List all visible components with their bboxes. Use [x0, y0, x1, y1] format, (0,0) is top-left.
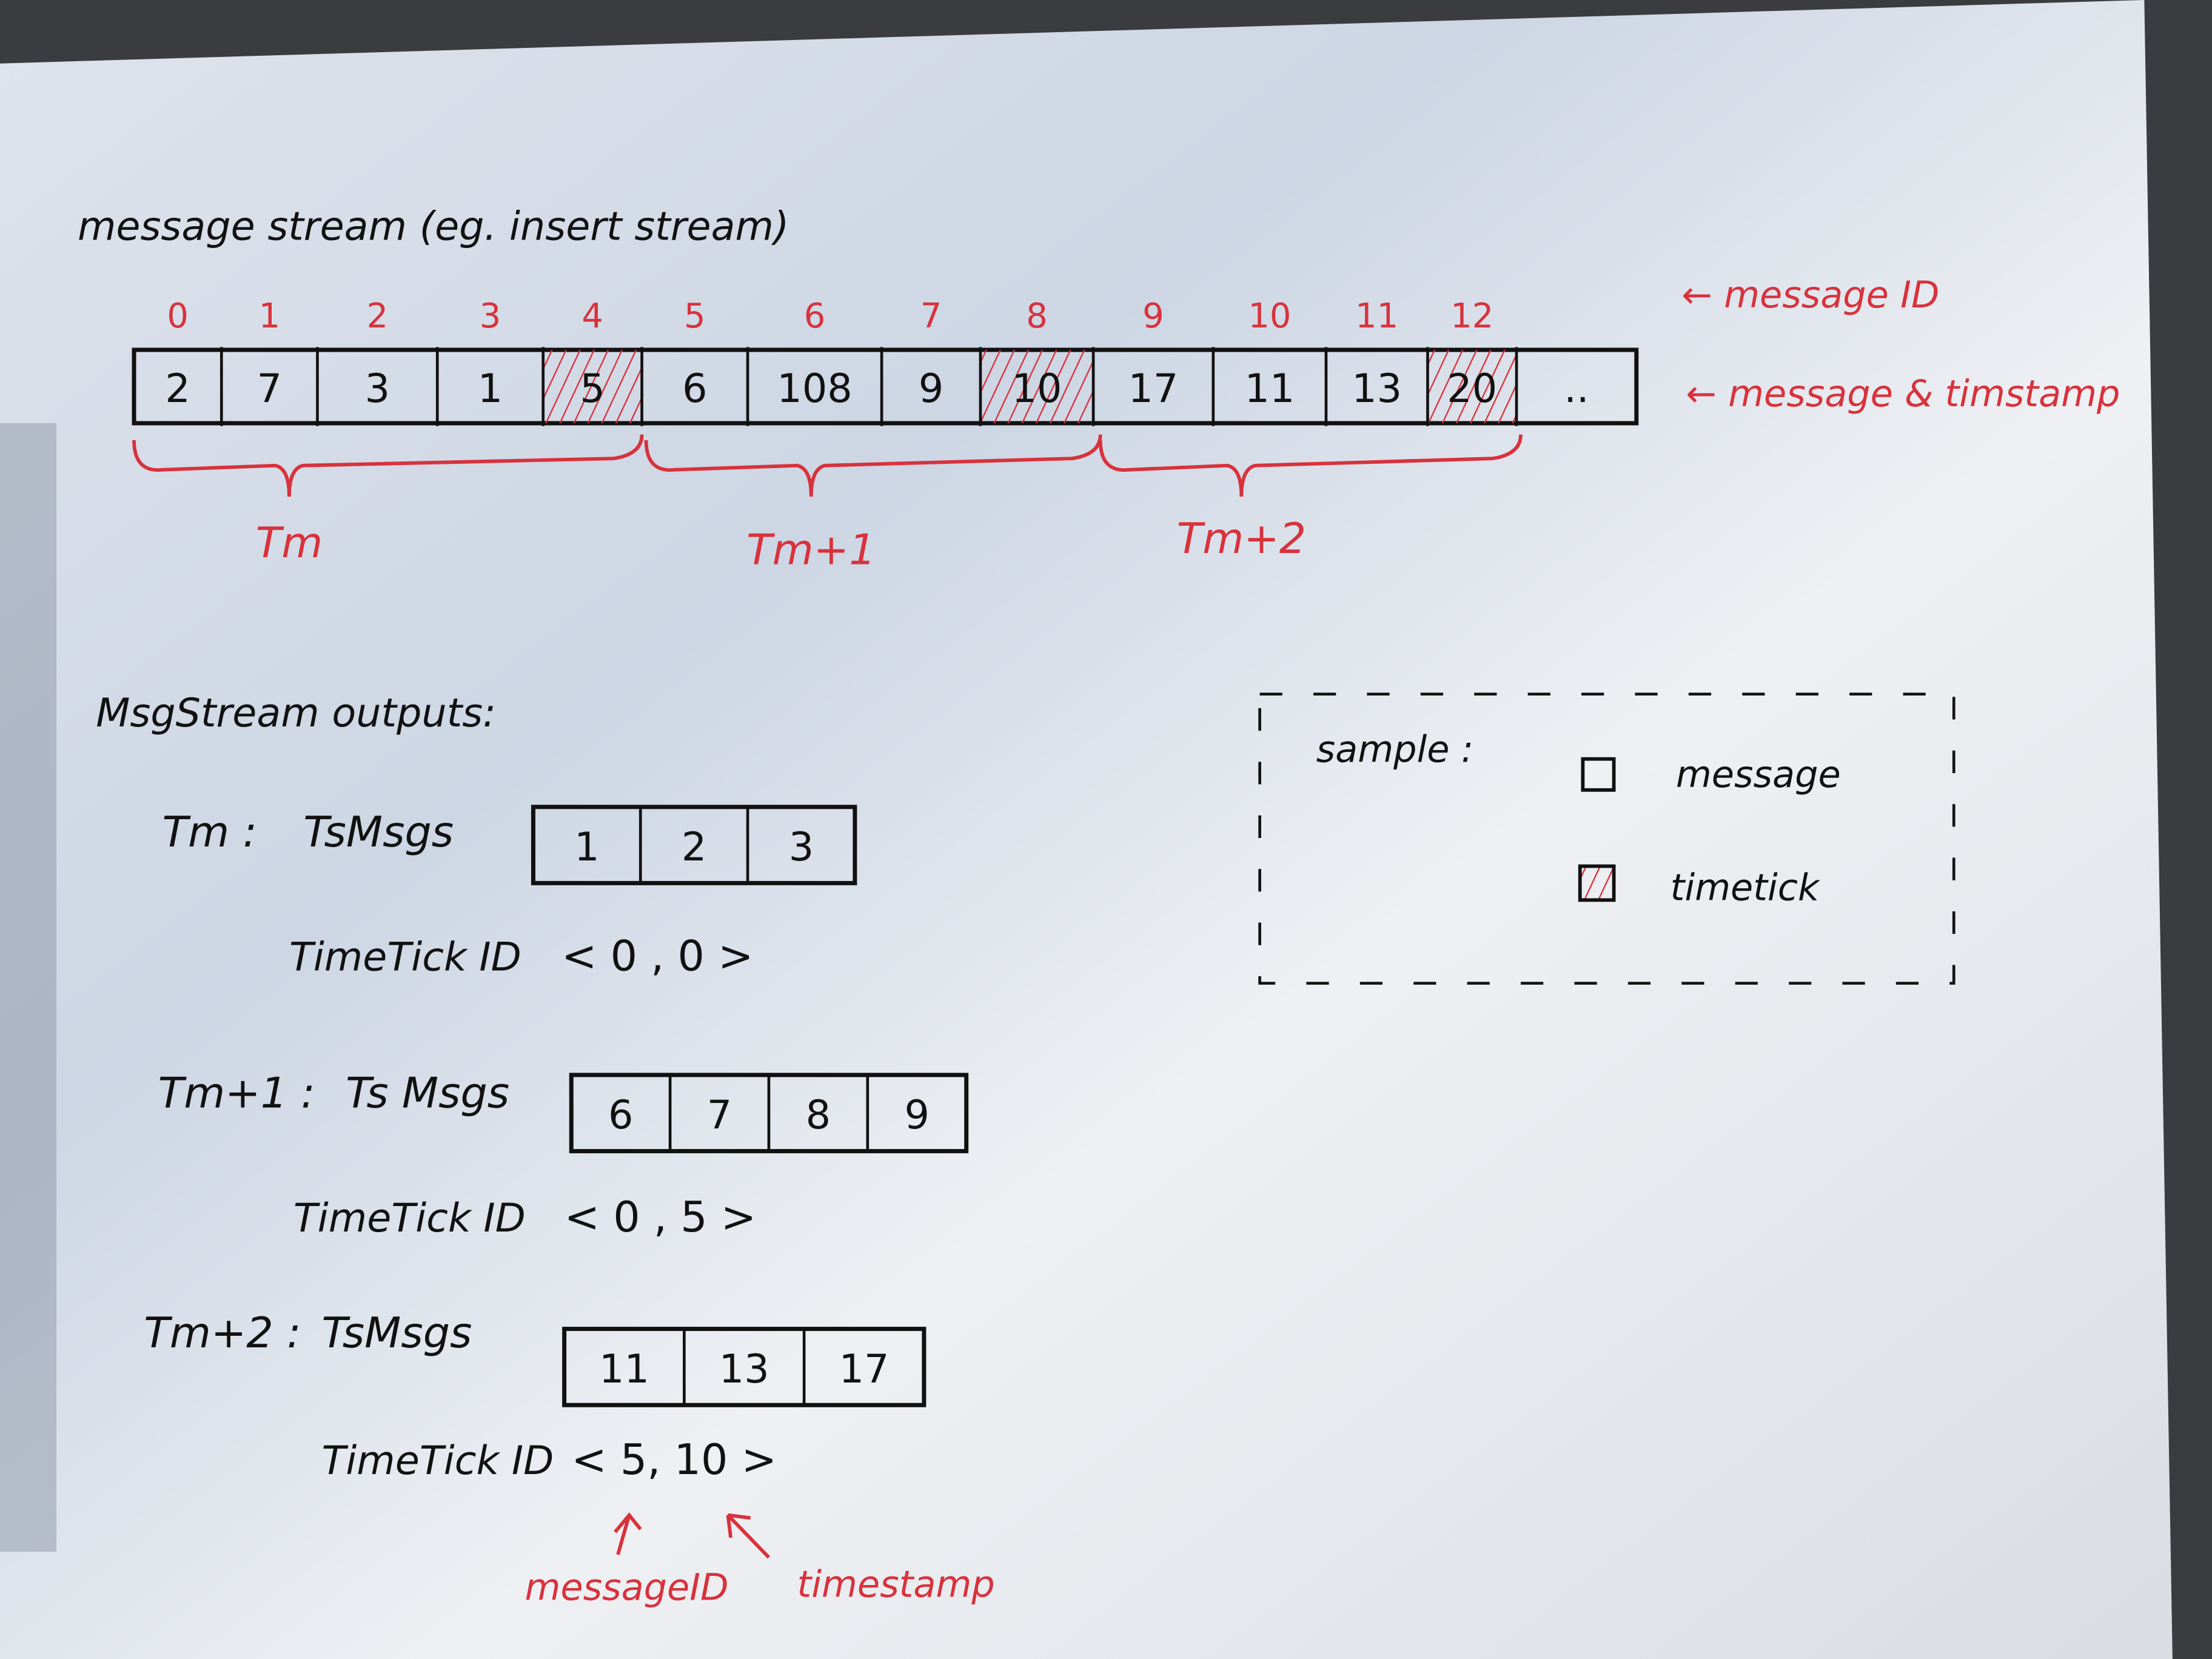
- timetick-id-label: TimeTick ID: [293, 1196, 526, 1241]
- message-cell: 9: [919, 366, 943, 412]
- legend-timetick-label: timetick: [1671, 866, 1820, 909]
- message-cell: 7: [257, 366, 282, 412]
- message-cell: 108: [777, 366, 852, 412]
- message-cell: ..: [1564, 366, 1589, 412]
- group-brace: [132, 434, 644, 497]
- ts-msg-cell: 7: [707, 1093, 732, 1138]
- group-label: Tm+1: [746, 526, 876, 575]
- output-label: Tm :: [163, 808, 257, 857]
- timestamp-pointer-label: timestamp: [797, 1564, 994, 1606]
- header-title: message stream (eg. insert stream): [78, 204, 789, 250]
- ts-msg-cell: 8: [806, 1093, 831, 1138]
- message-id-row: 0 1 2 3 4 5 6 7 8 9 10 11 12: [167, 297, 1493, 336]
- message-id-pointer-label: messageID: [525, 1566, 728, 1609]
- message-stream: 2 7 3 1 5 6 108 9 10 17 11 13 20..: [132, 347, 1639, 426]
- timetick-id-value: < 0 , 0 >: [561, 932, 754, 981]
- message-id-annotation: ← message ID: [1681, 274, 1939, 317]
- message-square-icon: [1581, 757, 1616, 792]
- message-id: 0: [167, 297, 189, 336]
- message-id: 6: [804, 297, 826, 336]
- timetick-hatch: [980, 349, 1094, 423]
- message-id: 11: [1355, 297, 1398, 336]
- timetick-id-value: < 5, 10 >: [571, 1435, 777, 1484]
- arrow-up-left-icon: [726, 1513, 771, 1559]
- message-cell: 1: [478, 366, 503, 412]
- legend-message-label: message: [1676, 754, 1841, 796]
- ts-msgs-label: Ts Msgs: [346, 1068, 509, 1118]
- time-tick-groups: Tm Tm+1 Tm+2: [132, 434, 1523, 575]
- legend-title: sample :: [1316, 728, 1473, 771]
- group-brace: [644, 434, 1102, 497]
- message-cell: 11: [1244, 366, 1295, 412]
- timetick-cell: 20: [1447, 366, 1497, 412]
- timetick-id-label: TimeTick ID: [321, 1438, 554, 1484]
- ts-msg-cell: 9: [905, 1093, 930, 1138]
- ts-msg-cell: 1: [574, 825, 599, 870]
- outputs-title: MsgStream outputs:: [96, 691, 496, 736]
- message-id: 3: [480, 297, 501, 336]
- stream-outline: [132, 347, 1639, 426]
- message-id: 7: [920, 297, 942, 336]
- message-id: 2: [367, 297, 389, 336]
- ts-msg-cell: 6: [608, 1093, 633, 1138]
- message-id: 10: [1248, 297, 1291, 336]
- output-label: Tm+2 :: [144, 1309, 301, 1358]
- ts-msgs-label: TsMsgs: [321, 1309, 472, 1358]
- output-label: Tm+1 :: [158, 1068, 315, 1118]
- shadow: [0, 423, 57, 1552]
- timetick-hatch: [1427, 349, 1517, 423]
- message-id: 1: [259, 297, 281, 336]
- message-cell: 6: [682, 366, 707, 412]
- ts-msgs-label: TsMsgs: [303, 808, 454, 857]
- legend: sample : message timetick: [1258, 692, 1956, 985]
- timetick-hatch: [543, 349, 642, 423]
- group-label: Tm: [256, 518, 323, 568]
- pointer-arrows: [614, 1512, 771, 1559]
- ts-msg-cell: 3: [789, 825, 814, 870]
- ts-msg-cell: 17: [839, 1347, 890, 1392]
- timetick-hatched-square-icon: [1578, 864, 1616, 902]
- group-brace: [1098, 434, 1523, 497]
- message-id: 5: [684, 297, 706, 336]
- message-cell: 17: [1128, 366, 1179, 412]
- message-id: 4: [581, 297, 603, 336]
- message-id: 8: [1026, 297, 1048, 336]
- timetick-cell: 10: [1012, 366, 1062, 412]
- timetick-cell: 5: [580, 366, 605, 412]
- timetick-id-label: TimeTick ID: [289, 935, 521, 980]
- message-id: 9: [1142, 297, 1164, 336]
- ts-msgs-box: [531, 805, 857, 885]
- ts-msg-cell: 11: [599, 1347, 649, 1392]
- output-item: Tm : TsMsgs 1 2 3 TimeTick ID < 0 , 0 >: [163, 805, 857, 981]
- message-cell: 3: [365, 366, 390, 412]
- message-cell: 2: [165, 366, 190, 412]
- arrow-up-icon: [614, 1512, 642, 1555]
- timetick-id-value: < 0 , 5 >: [565, 1193, 757, 1242]
- ts-msg-cell: 2: [682, 825, 706, 870]
- output-item: Tm+2 : TsMsgs 11 13 17 TimeTick ID < 5, 10 >: [144, 1309, 927, 1484]
- message-id: 12: [1450, 297, 1493, 336]
- message-cell: 13: [1352, 366, 1402, 412]
- ts-msgs-box: [562, 1327, 927, 1407]
- output-item: Tm+1 : Ts Msgs 6 7 8 9 TimeTick ID < 0 , 5 >: [158, 1068, 969, 1242]
- message-timestamp-annotation: ← message & timstamp: [1686, 373, 2120, 415]
- ts-msg-cell: 13: [719, 1347, 769, 1392]
- group-label: Tm+2: [1177, 514, 1306, 563]
